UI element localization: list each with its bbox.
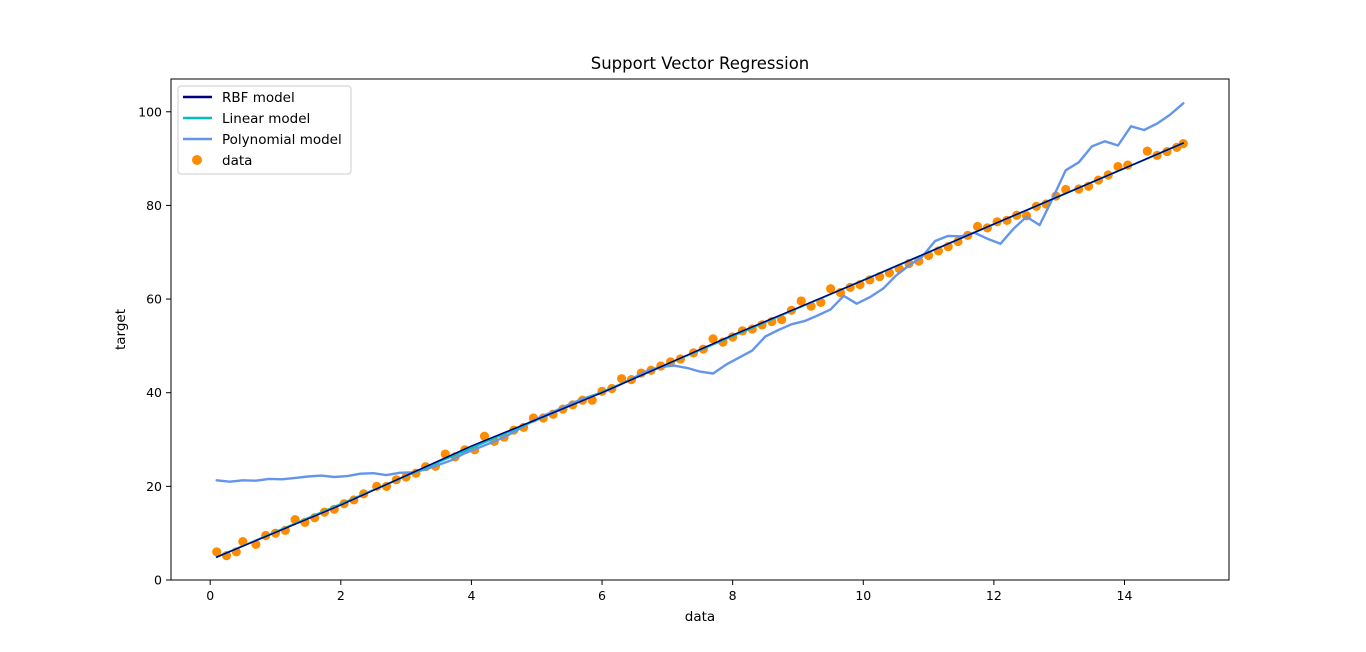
axes-frame [170, 78, 1230, 581]
x-tick-label: 14 [1117, 588, 1133, 603]
x-tick-label: 2 [337, 588, 345, 603]
data-point [796, 296, 806, 306]
rbf-model-line [215, 142, 1185, 558]
legend-label-linear-model: Linear model [222, 111, 310, 127]
y-tick-label: 40 [146, 385, 162, 400]
x-tick-label: 4 [467, 588, 475, 603]
y-axis-label: target [113, 309, 129, 350]
legend-marker [192, 155, 202, 165]
y-tick-label: 60 [146, 292, 162, 307]
chart-title: Support Vector Regression [591, 54, 810, 73]
legend-label-rbf-model: RBF model [222, 90, 295, 106]
y-tick-label: 0 [154, 573, 162, 588]
polynomial-model-line [215, 102, 1185, 483]
legend-label-polynomial-model: Polynomial model [222, 132, 342, 148]
x-tick-label: 0 [206, 588, 214, 603]
x-tick-label: 8 [729, 588, 737, 603]
axis-ticks: 0 2 4 6 8 10 12 14 0 20 40 60 80 100 [138, 104, 1132, 603]
data-point [777, 315, 787, 325]
legend-label-data: data [222, 153, 252, 169]
y-tick-label: 20 [146, 479, 162, 494]
data-point [826, 284, 836, 294]
data-point [479, 431, 490, 441]
y-tick-label: 80 [146, 198, 162, 213]
x-axis-label: data [685, 609, 715, 625]
data-point [617, 374, 627, 384]
plot-area [212, 102, 1188, 561]
legend: RBF model Linear model Polynomial model dat… [177, 85, 352, 175]
legend-box [177, 85, 352, 175]
x-tick-label: 12 [986, 588, 1002, 603]
y-tick-label: 100 [138, 104, 162, 119]
x-tick-label: 6 [598, 588, 606, 603]
data-point [1142, 146, 1152, 156]
data-point [972, 221, 983, 232]
data-point [1113, 161, 1123, 172]
x-tick-label: 10 [855, 588, 871, 603]
data-point [212, 547, 222, 557]
data-point [708, 334, 718, 344]
